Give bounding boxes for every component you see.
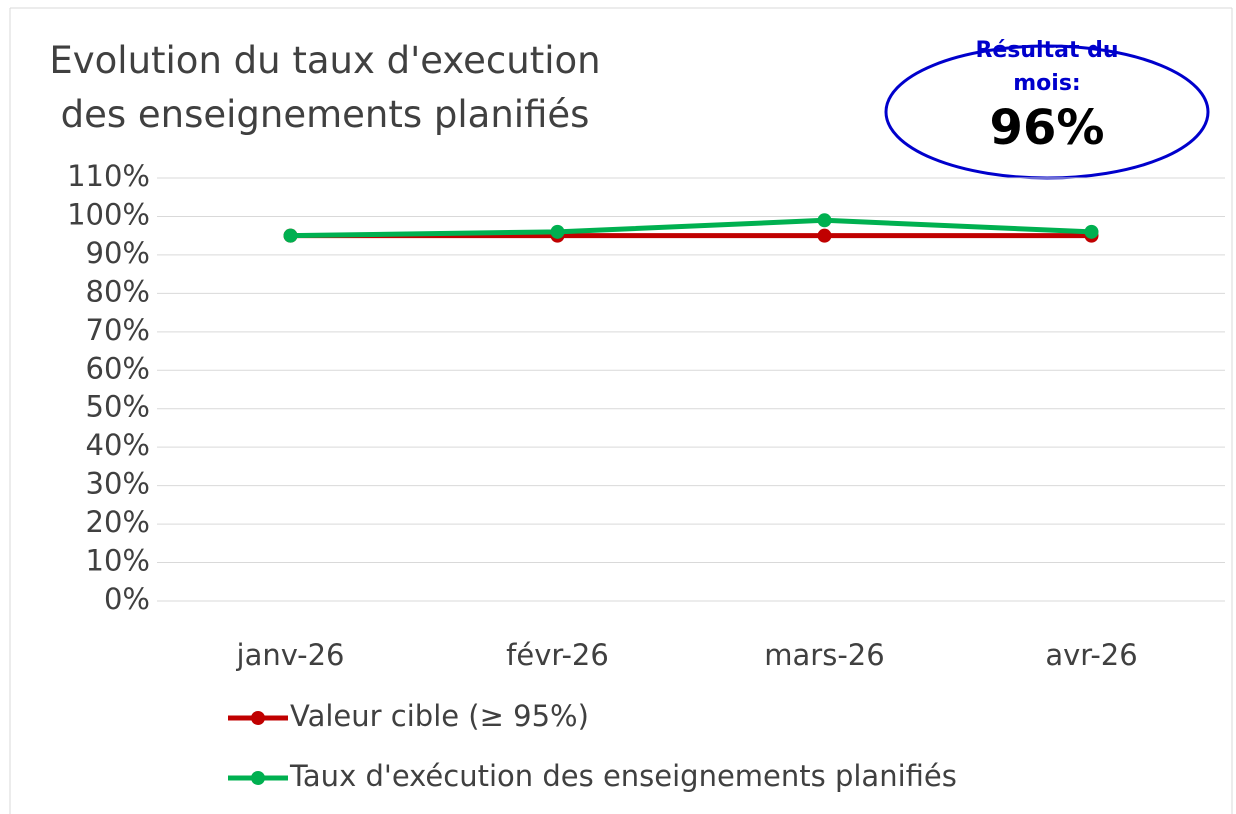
x-tick-label: mars-26 [764,638,884,672]
y-tick-label: 40% [86,428,150,462]
annotation-value: 96% [989,100,1105,156]
point [1084,224,1099,239]
y-tick-label: 20% [86,505,150,539]
point [550,224,565,239]
y-tick-label: 70% [86,313,150,347]
y-tick-label: 50% [86,390,150,424]
annotation: Résultat du mois: 96% [967,34,1127,156]
point [817,228,832,243]
y-tick-label: 80% [86,274,150,308]
legend-marker [251,711,265,725]
legend-marker [251,771,265,785]
y-tick-label: 90% [86,236,150,270]
y-tick-label: 60% [86,351,150,385]
y-tick-label: 110% [67,159,150,193]
y-tick-label: 0% [104,582,150,616]
y-tick-label: 30% [86,467,150,501]
legend-label: Valeur cible (≥ 95%) [290,699,589,733]
chart-title: Evolution du taux d'execution des enseig… [49,39,601,136]
y-tick-label: 100% [67,197,150,231]
point [817,213,832,228]
y-tick-label: 10% [86,544,150,578]
annotation-label: Résultat du mois: [975,38,1119,96]
x-tick-label: avr-26 [1045,638,1137,672]
series-line [290,217,1092,239]
point [283,228,298,243]
x-tick-label: févr-26 [506,638,609,672]
x-tick-label: janv-26 [236,638,345,672]
legend-label: Taux d'exécution des enseignements plani… [289,759,957,793]
